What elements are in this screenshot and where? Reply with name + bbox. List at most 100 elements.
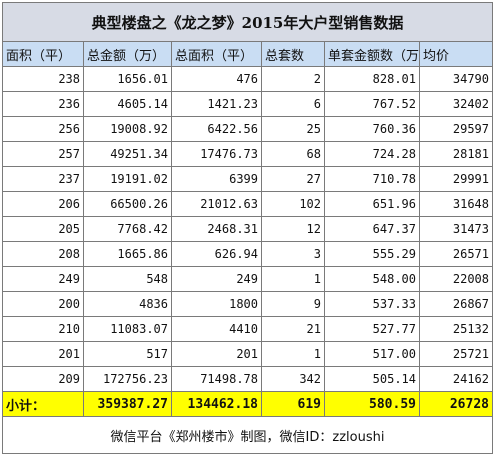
- cell-avg-price: 29991: [419, 166, 493, 192]
- cell-avg-price: 32402: [419, 91, 493, 117]
- cell-total-area: 71498.78: [171, 366, 262, 392]
- cell-unit-amount: 537.33: [324, 291, 420, 317]
- table-row: 208 1665.86 626.94 3 555.29 26571: [2, 241, 493, 267]
- cell-unit-amount: 555.29: [324, 241, 420, 267]
- table-title: 典型楼盘之《龙之梦》2015年大户型销售数据: [2, 2, 493, 42]
- cell-unit-amount: 647.37: [324, 216, 420, 242]
- table-row: 201 517 201 1 517.00 25721: [2, 341, 493, 367]
- cell-avg-price: 25721: [419, 341, 493, 367]
- cell-avg-price: 22008: [419, 266, 493, 292]
- subtotal-row: 小计： 359387.27 134462.18 619 580.59 26728: [2, 391, 493, 417]
- cell-units: 342: [261, 366, 325, 392]
- cell-avg-price: 24162: [419, 366, 493, 392]
- cell-area: 256: [2, 116, 84, 142]
- cell-units: 21: [261, 316, 325, 342]
- cell-unit-amount: 527.77: [324, 316, 420, 342]
- table-row: 237 19191.02 6399 27 710.78 29991: [2, 166, 493, 192]
- subtotal-units: 619: [261, 391, 325, 417]
- cell-unit-amount: 767.52: [324, 91, 420, 117]
- cell-avg-price: 28181: [419, 141, 493, 167]
- cell-unit-amount: 651.96: [324, 191, 420, 217]
- cell-area: 200: [2, 291, 84, 317]
- table-row: 200 4836 1800 9 537.33 26867: [2, 291, 493, 317]
- cell-total-area: 1421.23: [171, 91, 262, 117]
- cell-units: 27: [261, 166, 325, 192]
- cell-area: 249: [2, 266, 84, 292]
- cell-total-amount: 1656.01: [83, 66, 172, 92]
- cell-total-amount: 11083.07: [83, 316, 172, 342]
- cell-unit-amount: 724.28: [324, 141, 420, 167]
- cell-units: 25: [261, 116, 325, 142]
- cell-total-area: 17476.73: [171, 141, 262, 167]
- cell-unit-amount: 517.00: [324, 341, 420, 367]
- cell-unit-amount: 760.36: [324, 116, 420, 142]
- cell-total-area: 626.94: [171, 241, 262, 267]
- cell-total-amount: 19008.92: [83, 116, 172, 142]
- table-row: 236 4605.14 1421.23 6 767.52 32402: [2, 91, 493, 117]
- cell-avg-price: 26867: [419, 291, 493, 317]
- cell-unit-amount: 828.01: [324, 66, 420, 92]
- table-row: 257 49251.34 17476.73 68 724.28 28181: [2, 141, 493, 167]
- cell-total-amount: 548: [83, 266, 172, 292]
- cell-avg-price: 25132: [419, 316, 493, 342]
- subtotal-label: 小计：: [2, 391, 84, 417]
- subtotal-unit-amount: 580.59: [324, 391, 420, 417]
- column-header-units: 总套数: [261, 41, 325, 67]
- column-header-avg-price: 均价: [419, 41, 493, 67]
- cell-units: 102: [261, 191, 325, 217]
- cell-total-area: 1800: [171, 291, 262, 317]
- table-row: 249 548 249 1 548.00 22008: [2, 266, 493, 292]
- cell-total-area: 6399: [171, 166, 262, 192]
- cell-total-area: 4410: [171, 316, 262, 342]
- cell-area: 210: [2, 316, 84, 342]
- cell-area: 209: [2, 366, 84, 392]
- cell-total-area: 476: [171, 66, 262, 92]
- cell-total-amount: 1665.86: [83, 241, 172, 267]
- cell-units: 1: [261, 341, 325, 367]
- cell-units: 68: [261, 141, 325, 167]
- cell-avg-price: 34790: [419, 66, 493, 92]
- cell-area: 257: [2, 141, 84, 167]
- cell-avg-price: 29597: [419, 116, 493, 142]
- table-row: 210 11083.07 4410 21 527.77 25132: [2, 316, 493, 342]
- table-row: 205 7768.42 2468.31 12 647.37 31473: [2, 216, 493, 242]
- cell-area: 205: [2, 216, 84, 242]
- cell-total-area: 2468.31: [171, 216, 262, 242]
- table-row: 209 172756.23 71498.78 342 505.14 24162: [2, 366, 493, 392]
- column-header-total-amount: 总金额（万）: [83, 41, 172, 67]
- table-row: 206 66500.26 21012.63 102 651.96 31648: [2, 191, 493, 217]
- cell-units: 9: [261, 291, 325, 317]
- cell-total-amount: 49251.34: [83, 141, 172, 167]
- subtotal-total-amount: 359387.27: [83, 391, 172, 417]
- cell-total-amount: 517: [83, 341, 172, 367]
- column-header-unit-amount: 单套金额数（万）: [324, 41, 420, 67]
- cell-unit-amount: 710.78: [324, 166, 420, 192]
- cell-units: 3: [261, 241, 325, 267]
- cell-total-area: 21012.63: [171, 191, 262, 217]
- column-header-total-area: 总面积（平）: [171, 41, 262, 67]
- cell-units: 2: [261, 66, 325, 92]
- cell-total-amount: 4605.14: [83, 91, 172, 117]
- cell-area: 238: [2, 66, 84, 92]
- subtotal-avg-price: 26728: [419, 391, 493, 417]
- cell-total-area: 249: [171, 266, 262, 292]
- cell-total-amount: 172756.23: [83, 366, 172, 392]
- cell-unit-amount: 548.00: [324, 266, 420, 292]
- subtotal-total-area: 134462.18: [171, 391, 262, 417]
- cell-area: 208: [2, 241, 84, 267]
- title-row: 典型楼盘之《龙之梦》2015年大户型销售数据: [2, 2, 493, 42]
- cell-total-amount: 19191.02: [83, 166, 172, 192]
- cell-total-area: 6422.56: [171, 116, 262, 142]
- header-row: 面积（平） 总金额（万） 总面积（平） 总套数 单套金额数（万） 均价: [2, 41, 493, 67]
- cell-area: 237: [2, 166, 84, 192]
- cell-units: 6: [261, 91, 325, 117]
- cell-total-amount: 7768.42: [83, 216, 172, 242]
- cell-total-area: 201: [171, 341, 262, 367]
- table-row: 256 19008.92 6422.56 25 760.36 29597: [2, 116, 493, 142]
- cell-avg-price: 31473: [419, 216, 493, 242]
- cell-avg-price: 31648: [419, 191, 493, 217]
- cell-avg-price: 26571: [419, 241, 493, 267]
- cell-total-amount: 66500.26: [83, 191, 172, 217]
- footer-row: 微信平台《郑州楼市》制图，微信ID：zzloushi: [2, 416, 493, 454]
